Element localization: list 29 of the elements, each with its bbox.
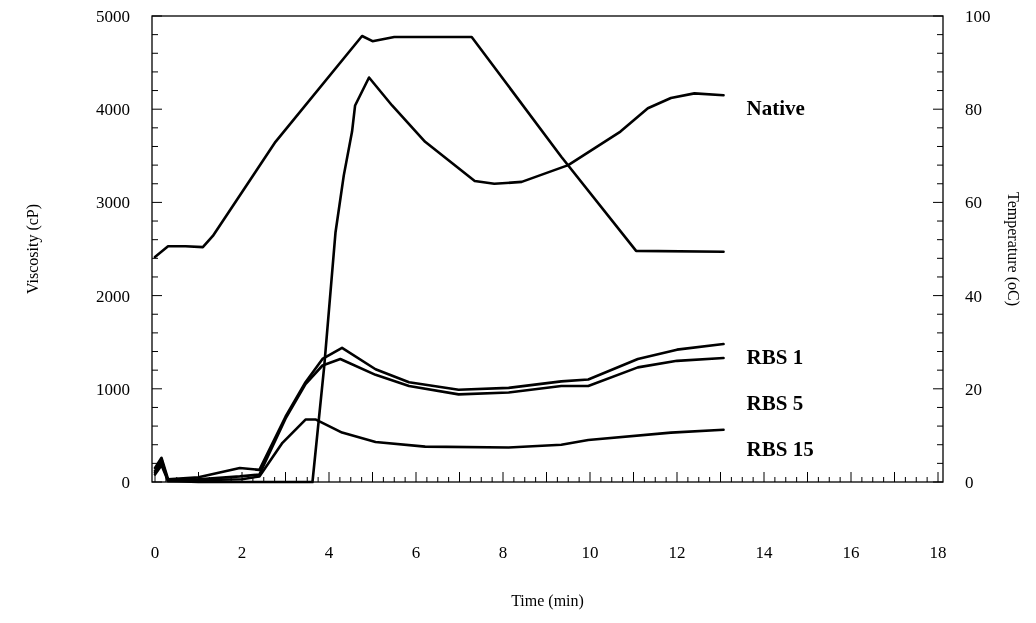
- y2-tick-label: 0: [965, 473, 974, 492]
- series-label: Native: [746, 96, 805, 121]
- x-tick-label: 6: [411, 543, 421, 562]
- y-tick-label: 2000: [96, 286, 130, 306]
- x-tick-label: 18: [929, 543, 947, 562]
- x-tick-label: 10: [581, 543, 599, 562]
- series-label: RBS 15: [746, 437, 814, 462]
- x-tick-label: 0: [150, 543, 160, 562]
- x-tick-label: 2: [237, 543, 247, 562]
- y2-tick-label: 40: [965, 286, 982, 306]
- y2-tick-label: 100: [965, 7, 991, 26]
- x-axis-title: Time (min): [511, 592, 584, 610]
- y-tick-label: 4000: [96, 100, 130, 120]
- y-tick-label: 5000: [96, 7, 130, 26]
- y2-axis-title: Temperature (oC): [1004, 192, 1022, 306]
- y-axis-title: Viscosity (cP): [24, 203, 42, 295]
- y2-tick-label: 20: [965, 379, 982, 399]
- y-tick-label: 1000: [96, 379, 130, 399]
- y-tick-label: 3000: [96, 193, 130, 213]
- y-tick-label: 0: [121, 473, 130, 492]
- series-label: RBS 1: [746, 345, 804, 370]
- x-tick-label: 12: [668, 543, 686, 562]
- x-tick-label: 8: [498, 543, 508, 562]
- y2-tick-label: 80: [965, 100, 982, 120]
- series-label: RBS 5: [746, 391, 804, 416]
- x-tick-label: 16: [842, 543, 860, 562]
- y2-tick-label: 60: [965, 193, 982, 213]
- x-tick-label: 14: [755, 543, 773, 562]
- x-tick-label: 4: [324, 543, 334, 562]
